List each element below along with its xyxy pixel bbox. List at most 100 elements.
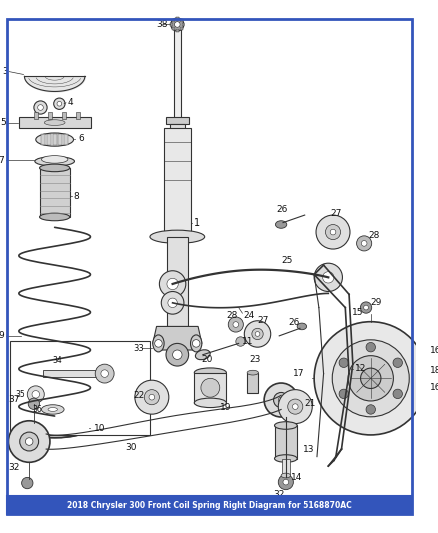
Circle shape: [393, 358, 403, 367]
Circle shape: [228, 317, 244, 332]
Circle shape: [171, 18, 184, 31]
Circle shape: [360, 302, 372, 313]
Bar: [58, 134, 62, 146]
Text: 1: 1: [194, 217, 201, 228]
Circle shape: [323, 272, 334, 283]
Circle shape: [366, 405, 375, 414]
Circle shape: [420, 351, 427, 359]
Text: 37: 37: [8, 394, 20, 403]
Bar: [11, 341, 150, 435]
Ellipse shape: [39, 213, 70, 221]
Bar: [42, 134, 45, 146]
Ellipse shape: [194, 368, 226, 377]
Bar: [62, 112, 66, 119]
Text: 28: 28: [368, 231, 379, 240]
Bar: [170, 23, 173, 26]
Ellipse shape: [427, 360, 438, 396]
Bar: [247, 373, 258, 393]
Bar: [176, 29, 179, 31]
Ellipse shape: [39, 164, 70, 172]
Bar: [43, 370, 105, 377]
Bar: [76, 112, 80, 119]
Text: 25: 25: [281, 256, 293, 265]
Circle shape: [244, 321, 271, 347]
Bar: [180, 27, 183, 30]
Circle shape: [34, 101, 47, 114]
Circle shape: [264, 383, 298, 417]
Text: 27: 27: [258, 316, 269, 325]
Circle shape: [167, 278, 178, 289]
Circle shape: [314, 263, 343, 292]
Ellipse shape: [297, 323, 307, 330]
Circle shape: [155, 340, 162, 347]
Circle shape: [360, 368, 381, 389]
Circle shape: [332, 340, 409, 417]
Circle shape: [393, 389, 403, 399]
Circle shape: [274, 392, 289, 408]
Text: 34: 34: [53, 356, 63, 365]
Circle shape: [420, 386, 427, 393]
Circle shape: [366, 343, 375, 352]
Ellipse shape: [275, 455, 297, 462]
Bar: [180, 19, 183, 22]
Text: 7: 7: [0, 156, 4, 165]
Text: 23: 23: [249, 355, 261, 364]
Circle shape: [173, 350, 182, 359]
Circle shape: [361, 240, 367, 246]
Ellipse shape: [35, 157, 74, 166]
Text: 8: 8: [74, 192, 79, 201]
Bar: [172, 27, 175, 30]
Bar: [7, 496, 412, 514]
Text: 6: 6: [78, 134, 84, 143]
Text: 26: 26: [276, 205, 288, 214]
Circle shape: [57, 101, 62, 106]
Circle shape: [316, 215, 350, 249]
Polygon shape: [153, 326, 202, 350]
Circle shape: [233, 322, 239, 327]
Bar: [53, 134, 57, 146]
Circle shape: [339, 358, 349, 367]
Text: 32: 32: [8, 464, 20, 472]
Bar: [173, 29, 181, 119]
Ellipse shape: [275, 422, 297, 429]
Ellipse shape: [42, 156, 68, 163]
Ellipse shape: [32, 420, 77, 431]
Ellipse shape: [281, 473, 290, 478]
Circle shape: [201, 378, 220, 397]
Text: 15: 15: [352, 308, 364, 317]
Circle shape: [364, 305, 368, 310]
Text: 22: 22: [133, 391, 144, 400]
Text: 18: 18: [430, 366, 438, 375]
Circle shape: [28, 398, 39, 409]
Text: 16: 16: [430, 345, 438, 354]
Ellipse shape: [48, 408, 57, 411]
Ellipse shape: [44, 120, 65, 125]
Ellipse shape: [153, 335, 164, 352]
Text: 36: 36: [32, 405, 42, 414]
Circle shape: [174, 22, 180, 27]
Circle shape: [293, 404, 298, 409]
Circle shape: [54, 98, 65, 109]
Circle shape: [101, 370, 109, 377]
Text: 33: 33: [133, 344, 144, 353]
Bar: [167, 237, 188, 331]
Circle shape: [32, 391, 39, 398]
Circle shape: [159, 271, 186, 297]
Bar: [47, 134, 51, 146]
Text: 21: 21: [305, 399, 316, 408]
Text: 12: 12: [355, 365, 366, 374]
Circle shape: [95, 364, 114, 383]
Text: 24: 24: [244, 311, 254, 320]
Ellipse shape: [150, 230, 205, 244]
Circle shape: [27, 386, 44, 403]
Circle shape: [168, 298, 177, 308]
Ellipse shape: [194, 398, 226, 408]
Text: 32: 32: [274, 490, 285, 499]
Text: 14: 14: [290, 473, 302, 482]
Bar: [34, 112, 38, 119]
Circle shape: [8, 421, 50, 462]
Circle shape: [149, 394, 155, 400]
Text: 17: 17: [293, 369, 305, 378]
Circle shape: [161, 292, 184, 314]
Circle shape: [255, 332, 260, 336]
